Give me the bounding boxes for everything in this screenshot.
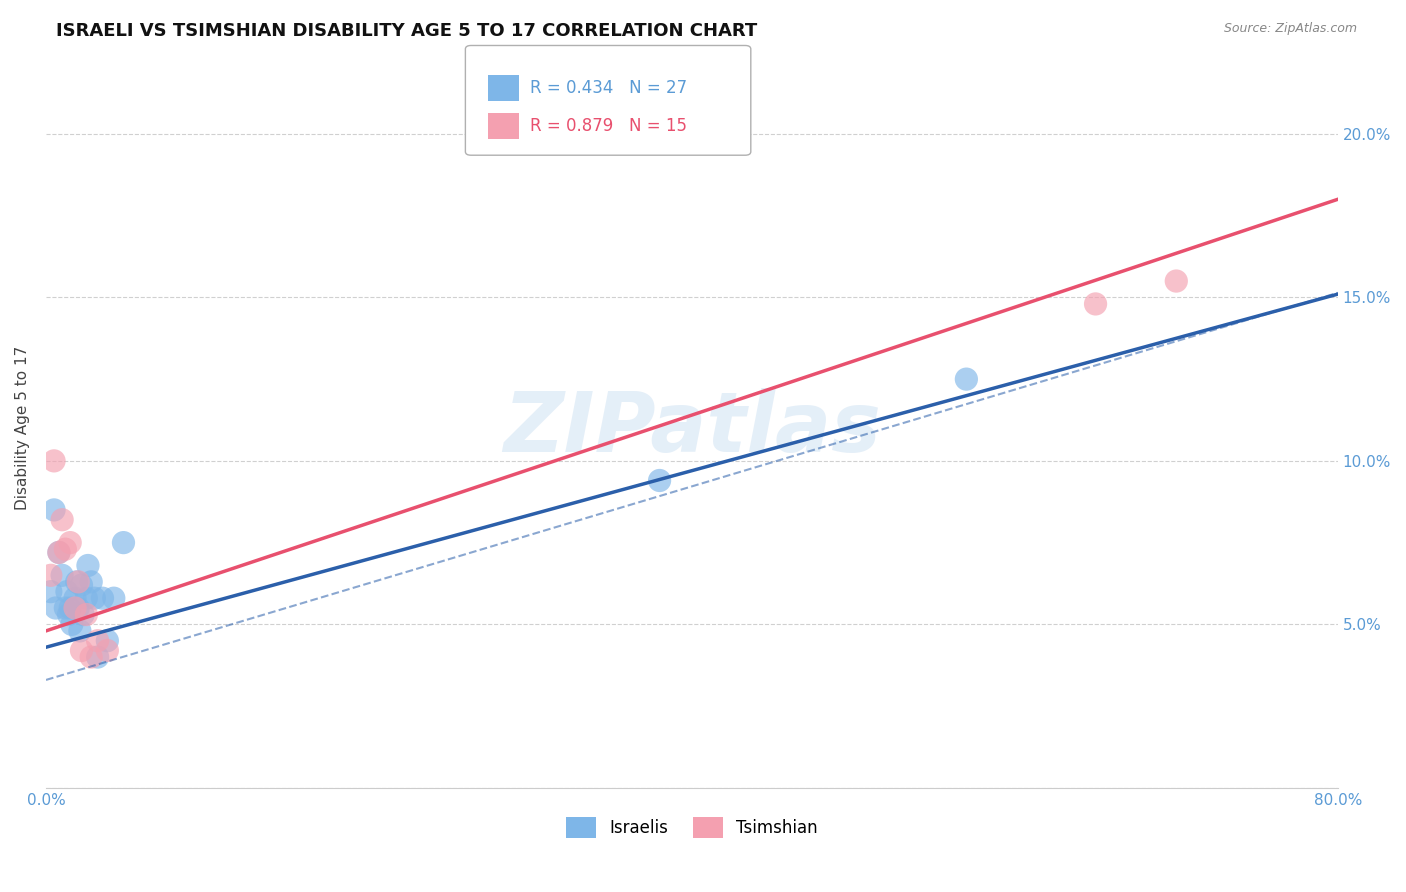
Point bbox=[67, 574, 90, 589]
Point bbox=[83, 591, 105, 606]
Text: ZIPatlas: ZIPatlas bbox=[503, 388, 880, 468]
Point bbox=[58, 607, 80, 622]
Point bbox=[1084, 297, 1107, 311]
Point bbox=[63, 591, 86, 606]
Point bbox=[86, 650, 108, 665]
Point bbox=[70, 578, 93, 592]
Point bbox=[91, 591, 114, 606]
Y-axis label: Disability Age 5 to 17: Disability Age 5 to 17 bbox=[15, 346, 30, 510]
Point bbox=[51, 568, 73, 582]
Point bbox=[59, 535, 82, 549]
Point bbox=[51, 513, 73, 527]
Point bbox=[42, 503, 65, 517]
Point bbox=[56, 584, 79, 599]
Point bbox=[77, 558, 100, 573]
Point bbox=[70, 643, 93, 657]
Point bbox=[80, 574, 103, 589]
Text: R = 0.434   N = 27: R = 0.434 N = 27 bbox=[530, 79, 688, 97]
Point bbox=[955, 372, 977, 386]
Point bbox=[72, 607, 94, 622]
Point bbox=[63, 601, 86, 615]
Point bbox=[53, 601, 76, 615]
Point bbox=[96, 643, 118, 657]
Point bbox=[39, 584, 62, 599]
Point bbox=[103, 591, 125, 606]
Text: Source: ZipAtlas.com: Source: ZipAtlas.com bbox=[1223, 22, 1357, 36]
Point bbox=[69, 624, 91, 638]
Legend: Israelis, Tsimshian: Israelis, Tsimshian bbox=[560, 811, 824, 844]
Point bbox=[96, 633, 118, 648]
Text: ISRAELI VS TSIMSHIAN DISABILITY AGE 5 TO 17 CORRELATION CHART: ISRAELI VS TSIMSHIAN DISABILITY AGE 5 TO… bbox=[56, 22, 758, 40]
Point bbox=[80, 650, 103, 665]
Point bbox=[48, 545, 70, 559]
Text: R = 0.879   N = 15: R = 0.879 N = 15 bbox=[530, 117, 688, 135]
Point bbox=[42, 454, 65, 468]
Point bbox=[60, 617, 83, 632]
Point bbox=[75, 591, 97, 606]
Point bbox=[112, 535, 135, 549]
Point bbox=[59, 601, 82, 615]
Point bbox=[86, 633, 108, 648]
Point bbox=[39, 568, 62, 582]
Point bbox=[45, 601, 67, 615]
Point bbox=[48, 545, 70, 559]
Point bbox=[648, 474, 671, 488]
Point bbox=[1166, 274, 1188, 288]
Point bbox=[75, 607, 97, 622]
Point bbox=[67, 601, 90, 615]
Point bbox=[53, 542, 76, 557]
Point bbox=[66, 574, 89, 589]
